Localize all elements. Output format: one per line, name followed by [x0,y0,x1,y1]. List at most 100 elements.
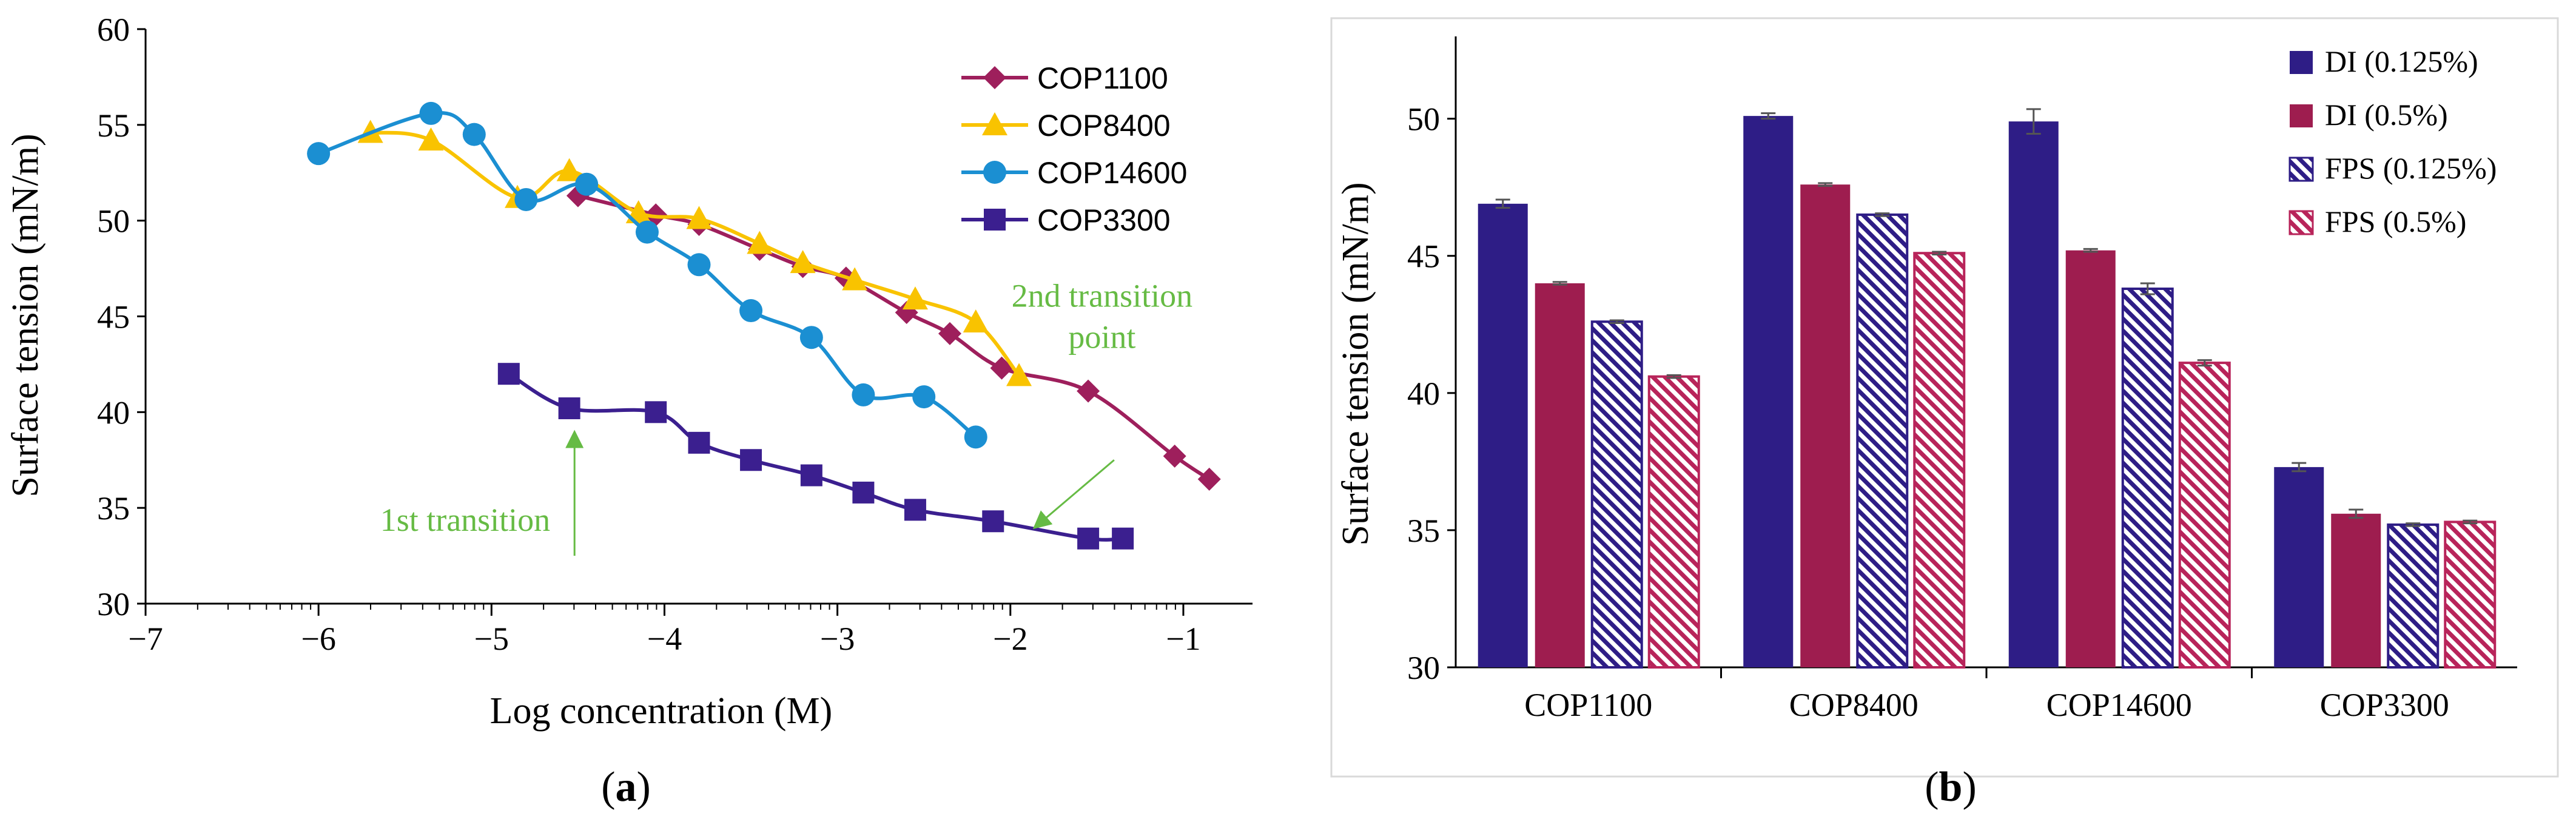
panel-a-x-tick-label: −5 [474,621,509,657]
panel-b-legend-swatch [2290,51,2313,74]
panel-a-annotation-1: 1st transition [380,430,584,556]
panel-a-annotation-text: point [1068,319,1135,356]
panel-a-point-cop3300 [740,449,762,471]
panel-b-category-label: COP3300 [2320,687,2449,723]
panel-a-point-cop3300 [688,431,710,454]
panel-a-caption: (a) [601,764,651,811]
panel-b-bar-di-0-5-cop1100 [1535,283,1585,667]
panel-a-line-cop3300 [508,372,1123,542]
panel-a-point-cop14600 [514,187,538,211]
panel-b-error-bar [2083,248,2098,253]
panel-a-point-cop3300 [904,499,926,521]
panel-a-annotation-2: 2nd transition point [1012,278,1192,530]
panel-a-legend-marker [983,66,1006,89]
panel-a-line-chart: 30 35 40 45 50 55 60 −7 −6 −5 −4 −3 −2 −1 COP1100 COP84… [5,12,1253,811]
panel-b-error-bar [2349,508,2364,519]
panel-a-x-tick-label: −6 [301,621,335,657]
panel-b-bar-fps-0-5-cop1100 [1647,375,1700,669]
panel-b-y-tick-label: 35 [1407,513,1440,549]
panel-b-y-axis-label: Surface tension (mN/m) [1335,182,1376,545]
panel-b-error-bar [2140,282,2155,295]
panel-a-point-cop8400 [1006,363,1032,386]
panel-a-x-tick-label: −3 [820,621,855,657]
panel-a-legend-item-cop3300: COP3300 [961,203,1171,237]
panel-b-error-bar [1666,374,1681,379]
panel-a-point-cop3300 [982,510,1004,533]
panel-a-legend-label: COP3300 [1037,203,1171,237]
panel-a-series-cop3300 [497,363,1134,550]
panel-a-point-cop14600 [635,220,659,244]
panel-a-annotation-text: 1st transition [380,502,551,538]
panel-b-error-bar [1761,112,1776,120]
panel-b-legend-item-di-0-125: DI (0.125%) [2290,44,2478,78]
panel-b-bar-fps-0-5-cop14600 [2178,362,2231,669]
panel-a-y-tick-label: 60 [97,12,130,48]
panel-b-y-tick-label: 30 [1407,650,1440,686]
panel-b-bar-fps-0-125-cop3300 [2387,523,2440,669]
panel-a-point-cop14600 [307,142,331,166]
panel-b-bar-fps-0-125-cop1100 [1590,320,1643,669]
panel-a-point-cop14600 [799,326,823,349]
panel-b-bar-fps-0-5-cop8400 [1913,252,1966,669]
panel-b-legend-swatch [2288,210,2314,235]
panel-b-bar-di-0-125-cop8400 [1743,116,1794,667]
panel-a-plot-area: 30 35 40 45 50 55 60 −7 −6 −5 −4 −3 −2 −1 COP1100 COP84… [97,12,1253,657]
panel-b-legend-label: FPS (0.125%) [2325,151,2497,185]
panel-b-bar-fps-0-125-cop8400 [1856,213,1909,669]
panel-a-y-tick-label: 50 [97,203,130,240]
panel-a-point-cop3300 [800,464,822,487]
panel-b-bar-di-0-5-cop3300 [2331,513,2381,667]
panel-b-category-label: COP8400 [1789,687,1919,723]
panel-a-x-tick-label: −1 [1166,621,1200,657]
panel-a-legend-item-cop14600: COP14600 [961,156,1187,190]
panel-a-y-tick-label: 45 [97,299,130,335]
panel-b-error-bar [2463,519,2478,525]
panel-b-error-bar [2292,462,2307,473]
panel-a-point-cop1100 [1077,379,1100,403]
panel-a-point-cop8400 [790,250,816,274]
panel-b-bar-fps-0-125-cop14600 [2121,288,2174,669]
panel-a-point-cop8400 [747,231,773,254]
panel-a-legend-label: COP8400 [1037,109,1171,143]
panel-b-error-bar [2197,359,2212,367]
panel-b-legend-item-di-0-5: DI (0.5%) [2290,98,2448,132]
panel-b-plot-area: 30 35 40 45 50 COP1100 COP8400 COP14600 COP3300 D… [1407,36,2517,723]
panel-b-legend-label: DI (0.5%) [2325,98,2448,132]
panel-b-y-tick-label: 40 [1407,376,1440,412]
panel-b-error-bar [1818,182,1833,187]
panel-a-line-cop14600 [318,110,977,439]
panel-b-bar-di-0-125-cop3300 [2274,467,2324,667]
panel-a-y-tick-label: 40 [97,394,130,431]
panel-a-series-cop14600 [307,101,987,449]
panel-a-series-cop8400 [357,120,1032,386]
panel-a-point-cop8400 [963,309,989,332]
panel-b-bar-di-0-5-cop8400 [1800,184,1851,667]
panel-a-point-cop8400 [556,158,582,181]
panel-a-point-cop14600 [575,172,599,196]
panel-a-y-tick-label: 55 [97,107,130,144]
panel-b-y-tick-label: 45 [1407,238,1440,275]
panel-a-point-cop3300 [852,481,875,504]
panel-a-point-cop8400 [686,206,712,229]
panel-a-point-cop14600 [462,123,486,146]
panel-a-annotation-arrow [1032,459,1115,530]
panel-a-legend-marker [982,112,1007,135]
panel-a-annotation-text: 2nd transition [1012,278,1192,314]
panel-a-point-cop3300 [1112,527,1134,550]
panel-b-category-label: COP1100 [1524,687,1652,723]
panel-b-y-tick-label: 50 [1407,101,1440,138]
panel-a-point-cop3300 [497,363,520,385]
panel-b-bar-fps-0-5-cop3300 [2444,521,2497,669]
panel-a-point-cop8400 [418,127,444,151]
panel-a-y-axis-label: Surface tension (mN/m) [5,133,46,497]
panel-b-error-bar [1609,319,1624,325]
panel-b-bar-chart: 30 35 40 45 50 COP1100 COP8400 COP14600 COP3300 D… [1330,17,2559,811]
panel-b-caption: (b) [1925,764,1977,811]
panel-a-legend-item-cop1100: COP1100 [961,61,1168,95]
panel-b-error-bar [2026,108,2041,135]
panel-a-legend-marker [983,161,1006,184]
panel-a-point-cop1100 [1163,444,1186,468]
panel-b-legend-label: FPS (0.5%) [2325,204,2466,238]
panel-a-x-tick-label: −4 [647,621,682,657]
